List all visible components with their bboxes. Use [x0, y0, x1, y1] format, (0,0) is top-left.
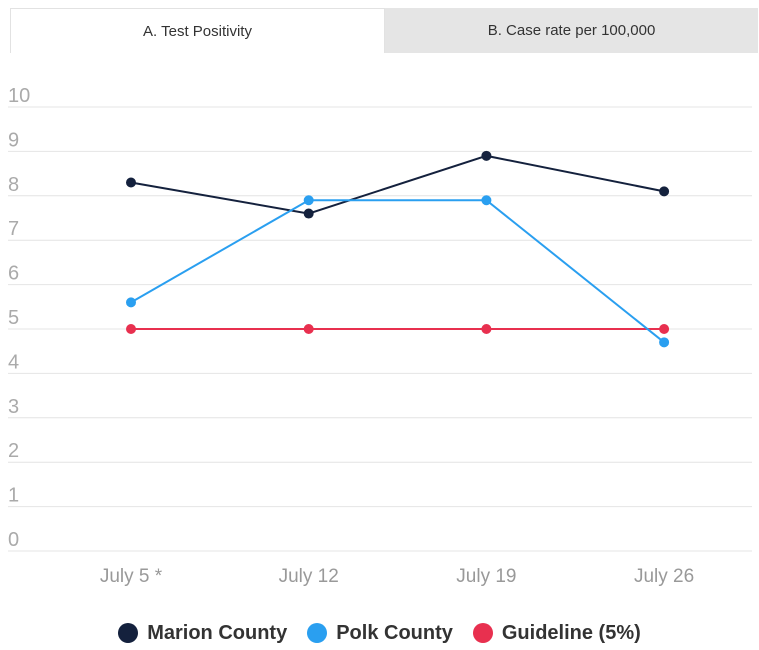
- y-tick-label: 2: [8, 440, 19, 462]
- y-tick-label: 0: [8, 529, 19, 551]
- data-point-guideline-5[interactable]: [481, 324, 491, 334]
- legend-item-guideline[interactable]: Guideline (5%): [473, 622, 641, 645]
- x-tick-label: July 19: [456, 566, 516, 587]
- data-point-polk-county[interactable]: [304, 195, 314, 205]
- x-tick-label: July 26: [634, 566, 694, 587]
- data-point-polk-county[interactable]: [659, 337, 669, 347]
- data-point-marion-county[interactable]: [659, 186, 669, 196]
- legend-marker-guideline: [473, 623, 493, 643]
- data-point-marion-county[interactable]: [481, 151, 491, 161]
- y-axis-ticks: 0 1 2 3 4 5 6 7 8 9 10: [8, 85, 30, 551]
- series-line-marion-county: [131, 156, 664, 214]
- data-point-marion-county[interactable]: [126, 177, 136, 187]
- legend-item-polk[interactable]: Polk County: [307, 622, 453, 645]
- series-points: [126, 151, 669, 347]
- legend-item-marion[interactable]: Marion County: [118, 622, 287, 645]
- data-point-guideline-5[interactable]: [659, 324, 669, 334]
- x-axis-ticks: July 5 * July 12 July 19 July 26: [100, 566, 694, 587]
- y-tick-label: 7: [8, 218, 19, 240]
- y-tick-label: 5: [8, 307, 19, 329]
- legend: Marion County Polk County Guideline (5%): [0, 616, 759, 650]
- y-tick-label: 6: [8, 263, 19, 285]
- data-point-guideline-5[interactable]: [304, 324, 314, 334]
- y-tick-label: 9: [8, 129, 19, 151]
- y-tick-label: 10: [8, 85, 30, 107]
- series-line-polk-county: [131, 200, 664, 342]
- legend-label-guideline: Guideline (5%): [502, 622, 641, 645]
- legend-marker-marion: [118, 623, 138, 643]
- legend-label-marion: Marion County: [147, 622, 287, 645]
- legend-marker-polk: [307, 623, 327, 643]
- x-tick-label: July 5 *: [100, 566, 163, 587]
- y-tick-label: 1: [8, 485, 19, 507]
- data-point-guideline-5[interactable]: [126, 324, 136, 334]
- data-point-polk-county[interactable]: [481, 195, 491, 205]
- series-lines: [131, 156, 664, 342]
- y-tick-label: 3: [8, 396, 19, 418]
- y-tick-label: 4: [8, 351, 19, 373]
- y-tick-label: 8: [8, 174, 19, 196]
- data-point-polk-county[interactable]: [126, 297, 136, 307]
- legend-label-polk: Polk County: [336, 622, 453, 645]
- x-tick-label: July 12: [279, 566, 339, 587]
- data-point-marion-county[interactable]: [304, 209, 314, 219]
